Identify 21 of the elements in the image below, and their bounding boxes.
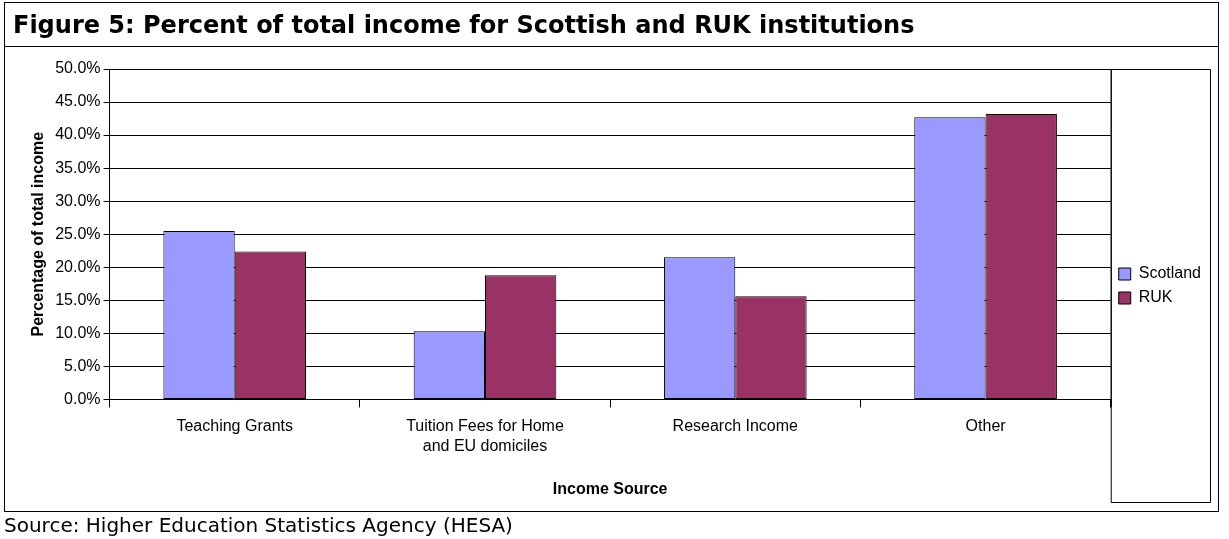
y-tick-label: 0.0% (64, 389, 101, 407)
y-tick-label: 50.0% (55, 59, 101, 77)
y-tick-label: 40.0% (55, 125, 101, 143)
x-tick-label: Tuition Fees for Home and EU domiciles (406, 417, 564, 454)
y-tick-label: 25.0% (55, 224, 101, 242)
x-axis-title: Income Source (552, 479, 668, 497)
legend-label: Scotland (1138, 264, 1201, 282)
x-tick-label: Research Income (672, 417, 799, 435)
y-axis-title: Percentage of total income (29, 131, 47, 337)
y-tick-label: 30.0% (55, 191, 101, 209)
y-tick-label: 20.0% (55, 257, 101, 275)
y-tick-label: 15.0% (55, 290, 101, 308)
y-tick-label: 45.0% (55, 92, 101, 110)
legend-label: RUK (1138, 288, 1173, 306)
y-tick-label: 5.0% (64, 356, 101, 374)
y-tick-label: 10.0% (55, 323, 101, 341)
chart-title: Figure 5: Percent of total income for Scottish and RUK institutions (4, 2, 1219, 46)
y-tick-label: 35.0% (55, 158, 101, 176)
x-tick-label: Teaching Grants (176, 417, 293, 435)
x-tick-label: Other (965, 417, 1007, 435)
source-note: Source: Higher Education Statistics Agency (HESA) (4, 513, 513, 537)
